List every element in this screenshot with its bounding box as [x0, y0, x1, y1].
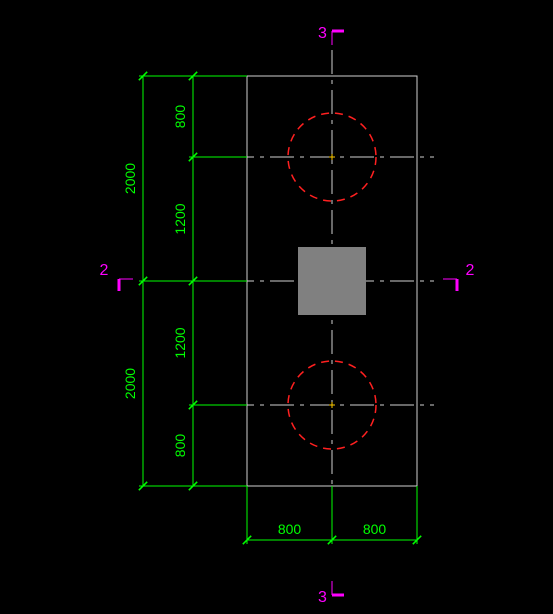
dim-label: 2000	[122, 368, 138, 399]
section-label-2-right: 2	[466, 262, 475, 279]
dim-label: 1200	[172, 203, 188, 234]
dim-label: 800	[278, 521, 302, 537]
dim-label: 2000	[122, 163, 138, 194]
cad-drawing: 2000 2000 800 1200 1200 800 800 800 2 2 3 3	[0, 0, 553, 614]
dim-label: 800	[363, 521, 387, 537]
column-section	[298, 247, 366, 315]
section-label-3-bottom: 3	[318, 589, 327, 606]
section-label-2-left: 2	[100, 262, 109, 279]
section-label-3-top: 3	[318, 25, 327, 42]
background	[0, 0, 553, 614]
dim-label: 800	[172, 105, 188, 129]
dim-label: 800	[172, 434, 188, 458]
dim-label: 1200	[172, 327, 188, 358]
